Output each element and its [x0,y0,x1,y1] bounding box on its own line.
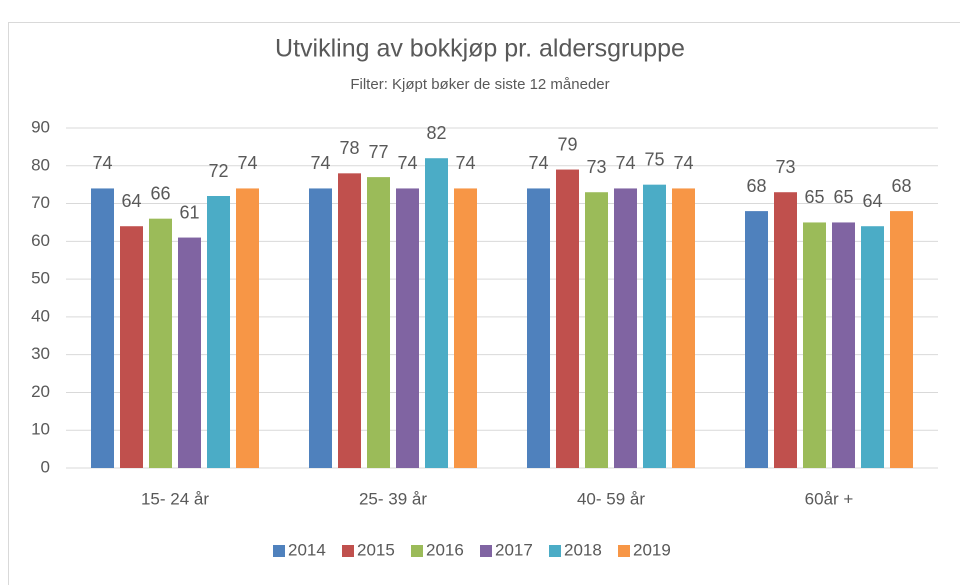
bar [585,192,608,468]
bar [207,196,230,468]
bar [643,184,666,468]
bar [91,188,114,468]
bar [367,177,390,468]
bar [890,211,913,468]
data-label: 74 [615,153,635,173]
data-label: 68 [746,176,766,196]
chart-subtitle: Filter: Kjøpt bøker de siste 12 måneder [350,76,609,93]
legend-swatch [411,545,423,557]
data-label: 64 [862,191,882,211]
data-label: 72 [208,161,228,181]
data-label: 77 [368,142,388,162]
y-tick-label: 30 [31,344,50,363]
bar [178,237,201,468]
data-label: 74 [310,153,330,173]
legend-swatch [618,545,630,557]
data-label: 74 [92,153,112,173]
bar [861,226,884,468]
bar [396,188,419,468]
x-tick-label: 40- 59 år [577,489,645,508]
chart-title: Utvikling av bokkjøp pr. aldersgruppe [275,35,685,63]
data-label: 74 [237,153,257,173]
bar [120,226,143,468]
data-label: 74 [528,153,548,173]
bar [556,169,579,469]
data-label: 75 [644,149,664,169]
bar [527,188,550,468]
legend-swatch [549,545,561,557]
data-label: 66 [150,183,170,203]
data-label: 74 [673,153,693,173]
y-tick-label: 90 [31,117,50,136]
data-label: 78 [339,138,359,158]
bar [425,158,448,468]
y-tick-label: 0 [41,457,50,476]
legend-label: 2015 [357,540,395,559]
bar [149,218,172,468]
data-label: 68 [891,176,911,196]
data-label: 74 [397,153,417,173]
bar [309,188,332,468]
bar [454,188,477,468]
x-tick-label: 15- 24 år [141,489,209,508]
legend-swatch [480,545,492,557]
data-label: 73 [586,157,606,177]
bar [745,211,768,468]
y-tick-label: 20 [31,382,50,401]
legend-label: 2016 [426,540,464,559]
data-label: 65 [833,187,853,207]
legend-label: 2018 [564,540,602,559]
data-label: 73 [775,157,795,177]
legend-label: 2014 [288,540,326,559]
y-tick-label: 10 [31,420,50,439]
data-label: 74 [455,153,475,173]
bar [832,222,855,468]
y-tick-label: 60 [31,231,50,250]
bar [236,188,259,468]
data-label: 79 [557,134,577,154]
x-tick-label: 60år + [805,489,854,508]
legend-label: 2019 [633,540,671,559]
y-tick-label: 70 [31,193,50,212]
bar [774,192,797,468]
bar [338,173,361,469]
legend-swatch [273,545,285,557]
bar [803,222,826,468]
data-label: 61 [179,202,199,222]
legend-swatch [342,545,354,557]
y-tick-label: 40 [31,306,50,325]
bar [614,188,637,468]
x-tick-label: 25- 39 år [359,489,427,508]
data-label: 65 [804,187,824,207]
data-label: 64 [121,191,141,211]
bar [672,188,695,468]
y-tick-label: 80 [31,155,50,174]
y-tick-label: 50 [31,269,50,288]
data-label: 82 [426,123,446,143]
legend-label: 2017 [495,540,533,559]
